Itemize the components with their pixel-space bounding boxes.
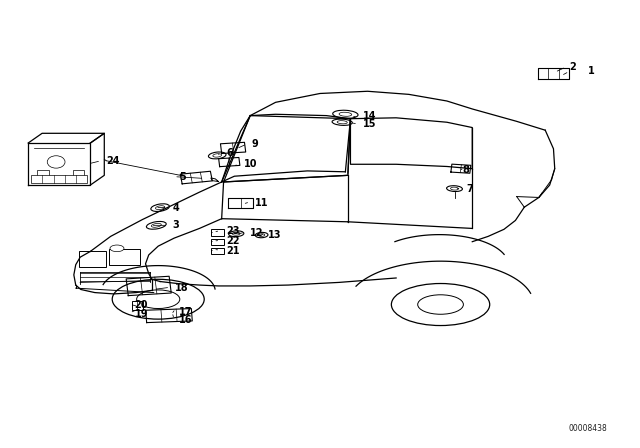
Ellipse shape	[337, 121, 348, 124]
Text: 9: 9	[252, 139, 258, 149]
Ellipse shape	[137, 290, 180, 309]
Ellipse shape	[151, 204, 170, 211]
Bar	[38, 171, 49, 181]
Ellipse shape	[418, 295, 463, 314]
Bar	[73, 171, 84, 181]
Text: 10: 10	[244, 159, 257, 169]
Text: 19: 19	[135, 309, 148, 319]
Text: 23: 23	[226, 226, 239, 236]
Text: 15: 15	[362, 120, 376, 129]
Text: 3: 3	[173, 220, 180, 230]
Text: 7: 7	[466, 184, 473, 194]
Ellipse shape	[447, 186, 463, 191]
Text: 18: 18	[175, 283, 189, 293]
Ellipse shape	[255, 233, 268, 238]
Ellipse shape	[332, 119, 353, 125]
Ellipse shape	[232, 232, 240, 235]
Text: 11: 11	[255, 198, 269, 208]
Ellipse shape	[112, 279, 204, 319]
Bar	[79, 251, 106, 267]
Bar	[31, 175, 87, 183]
Ellipse shape	[209, 152, 226, 159]
Text: 4: 4	[173, 202, 180, 213]
Bar	[211, 239, 223, 245]
Text: 6: 6	[226, 148, 233, 158]
Ellipse shape	[259, 234, 265, 237]
Ellipse shape	[213, 154, 221, 157]
Ellipse shape	[110, 245, 124, 252]
Text: 21: 21	[226, 246, 239, 255]
Ellipse shape	[152, 224, 161, 227]
Ellipse shape	[147, 221, 166, 229]
Text: 8: 8	[463, 164, 470, 175]
Ellipse shape	[228, 231, 244, 237]
Bar	[211, 248, 223, 254]
Ellipse shape	[47, 156, 65, 168]
Text: 2: 2	[570, 62, 576, 72]
Ellipse shape	[392, 284, 490, 326]
Text: 17: 17	[179, 306, 193, 317]
Text: 00008438: 00008438	[568, 424, 607, 433]
Ellipse shape	[339, 112, 352, 116]
Ellipse shape	[333, 110, 358, 118]
Text: 20: 20	[135, 300, 148, 310]
Text: 1: 1	[588, 66, 595, 76]
Bar	[109, 249, 140, 265]
Bar	[211, 229, 223, 236]
Text: 12: 12	[250, 228, 264, 238]
Text: 16: 16	[179, 315, 193, 325]
Bar	[132, 301, 143, 310]
Text: 24: 24	[106, 156, 120, 166]
Text: 13: 13	[268, 230, 282, 240]
Text: 22: 22	[226, 236, 239, 246]
Ellipse shape	[451, 187, 458, 190]
Text: 14: 14	[362, 111, 376, 121]
Ellipse shape	[156, 206, 164, 210]
Text: 5: 5	[179, 172, 186, 181]
